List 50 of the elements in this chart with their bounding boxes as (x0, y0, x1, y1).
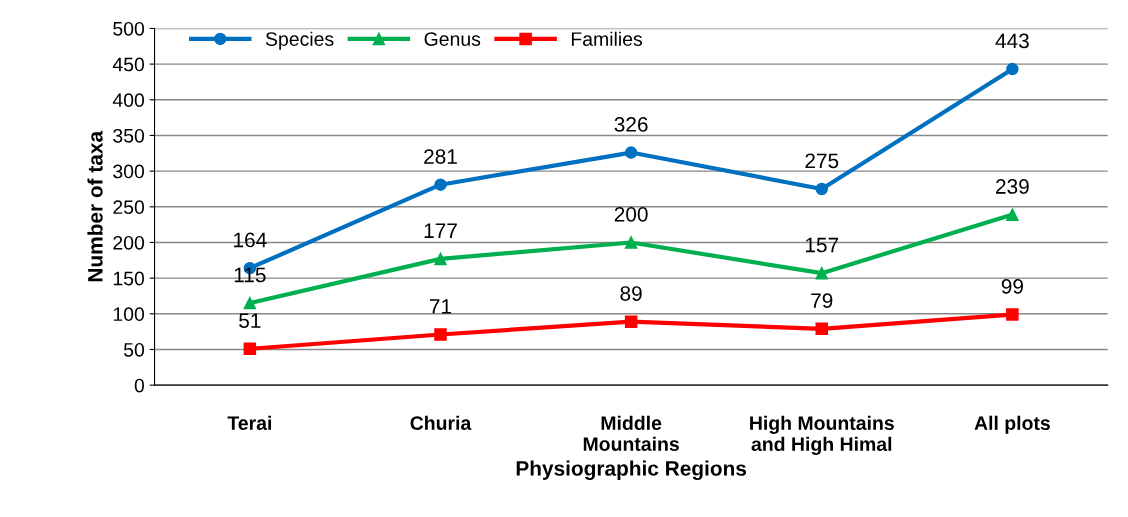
legend-label: Families (571, 31, 643, 46)
x-tick-label: Terai (227, 415, 271, 430)
data-label: 89 (620, 286, 642, 301)
y-tick-label: 500 (113, 21, 145, 36)
data-label: 239 (996, 179, 1029, 194)
data-label: 157 (805, 237, 839, 253)
y-tick-label: 350 (113, 128, 145, 143)
y-tick-label: 250 (113, 200, 145, 215)
point (624, 236, 638, 249)
y-tick-label: 100 (113, 307, 145, 322)
data-label: 200 (614, 206, 648, 222)
data-label: 443 (995, 33, 1029, 49)
point (243, 296, 257, 310)
point (815, 266, 828, 280)
y-tick-label: 450 (112, 57, 145, 72)
data-label: 326 (614, 117, 648, 132)
point (815, 182, 828, 196)
data-label: 99 (1001, 279, 1023, 294)
point (624, 146, 638, 159)
data-label: 51 (239, 313, 261, 328)
point (243, 342, 257, 356)
data-label: 281 (424, 149, 457, 164)
data-label: 79 (811, 293, 833, 309)
data-label: 177 (424, 223, 457, 238)
y-axis-title: Number of taxa (87, 130, 103, 282)
x-tick-label: All plots (974, 415, 1050, 434)
data-label: 164 (234, 232, 267, 248)
data-label: 115 (234, 267, 266, 283)
y-tick-label: 200 (113, 235, 145, 250)
point (1006, 208, 1019, 221)
legend-label: Genus (424, 32, 481, 46)
y-tick-label: 400 (112, 93, 145, 108)
point (434, 178, 447, 191)
point (434, 252, 447, 266)
x-tick-label: Churia (410, 415, 472, 430)
y-tick-label: 50 (123, 342, 145, 357)
y-tick-label: 300 (113, 164, 145, 179)
point (434, 328, 447, 341)
point (1006, 62, 1019, 76)
point (1006, 308, 1019, 321)
x-tick-label: Middle Mountains (583, 415, 679, 451)
legend-label: Species (265, 31, 334, 50)
y-tick-label: 150 (113, 271, 145, 286)
y-tick-label: 0 (134, 378, 145, 393)
x-axis-title: Physiographic Regions (516, 460, 747, 481)
x-tick-label: High Mountains and High Himal (750, 415, 894, 455)
point (624, 315, 638, 328)
data-label: 71 (429, 299, 452, 314)
point (815, 322, 828, 336)
data-label: 275 (805, 153, 839, 169)
